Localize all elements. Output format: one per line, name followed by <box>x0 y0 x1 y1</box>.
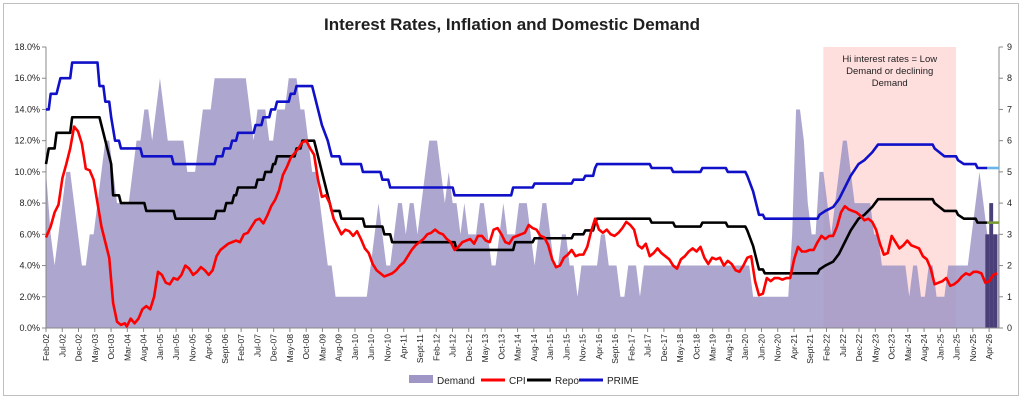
y-right-tick-label: 7 <box>1007 104 1012 114</box>
demand-latest-bar <box>989 203 994 328</box>
y-right-tick-label: 0 <box>1007 323 1012 333</box>
x-tick-label: Mar-24 <box>903 334 913 361</box>
x-tick-label: Jun-15 <box>561 334 571 360</box>
x-tick-label: Aug-04 <box>139 334 149 362</box>
x-tick-label: Sept-06 <box>220 334 230 364</box>
y-left-tick-label: 16.0% <box>14 73 40 83</box>
legend-label-demand: Demand <box>437 376 475 387</box>
x-tick-label: Feb-17 <box>626 334 636 361</box>
x-tick-label: Jan-15 <box>545 334 555 360</box>
y-right-tick-label: 1 <box>1007 292 1012 302</box>
x-tick-label: Dec-07 <box>269 334 279 362</box>
x-tick-label: Jun-10 <box>366 334 376 360</box>
chart-frame <box>3 3 1019 396</box>
x-tick-label: Jul-17 <box>643 334 653 357</box>
y-left-tick-label: 10.0% <box>14 167 40 177</box>
x-tick-label: Feb-22 <box>822 334 832 361</box>
x-tick-label: Jun-05 <box>171 334 181 360</box>
x-tick-label: Jan-25 <box>935 334 945 360</box>
y-right-tick-label: 3 <box>1007 229 1012 239</box>
x-tick-label: Aug-09 <box>334 334 344 362</box>
x-tick-label: Apr-06 <box>204 334 214 360</box>
x-tick-label: May-18 <box>675 334 685 363</box>
y-left-tick-label: 4.0% <box>19 261 40 271</box>
y-left-tick-label: 18.0% <box>14 42 40 52</box>
x-tick-label: May-13 <box>480 334 490 363</box>
x-tick-label: Mar-14 <box>513 334 523 361</box>
x-tick-label: Oct-18 <box>691 334 701 360</box>
x-tick-label: Jan-10 <box>350 334 360 360</box>
repo-line <box>44 115 988 275</box>
y-left-tick-label: 14.0% <box>14 104 40 114</box>
x-tick-label: Jun-25 <box>952 334 962 360</box>
y-right-tick-label: 2 <box>1007 261 1012 271</box>
x-tick-label: Sept-16 <box>610 334 620 364</box>
legend-swatch-demand <box>409 375 433 383</box>
x-tick-label: Mar-04 <box>122 334 132 361</box>
x-tick-label: Jul-02 <box>57 334 67 357</box>
y-left-tick-label: 0.0% <box>19 323 40 333</box>
y-right-tick-label: 6 <box>1007 136 1012 146</box>
x-tick-label: Sept-21 <box>805 334 815 364</box>
x-tick-label: Oct-23 <box>887 334 897 360</box>
demand-latest-bar <box>993 234 998 328</box>
x-tick-label: Oct-08 <box>301 334 311 360</box>
x-tick-label: Aug-19 <box>724 334 734 362</box>
x-tick-label: Jan-20 <box>740 334 750 360</box>
x-tick-label: May-08 <box>285 334 295 363</box>
cpi-line <box>44 125 998 328</box>
legend-label-cpi: CPI <box>509 376 526 387</box>
x-tick-label: Mar-19 <box>708 334 718 361</box>
x-tick-label: Jul-12 <box>448 334 458 357</box>
annotation-text: Hi interest rates = Low <box>842 54 937 65</box>
x-tick-label: Nov-15 <box>578 334 588 362</box>
x-tick-label: May-03 <box>90 334 100 363</box>
x-tick-label: Sept-11 <box>415 334 425 363</box>
x-tick-label: Aug-14 <box>529 334 539 362</box>
legend-label-prime: PRIME <box>607 376 639 387</box>
x-tick-label: Nov-10 <box>382 334 392 362</box>
x-tick-label: Apr-26 <box>984 334 994 360</box>
x-tick-label: Dec-12 <box>464 334 474 362</box>
x-tick-label: Feb-07 <box>236 334 246 361</box>
x-tick-label: Dec-22 <box>854 334 864 362</box>
y-left-tick-label: 6.0% <box>19 229 40 239</box>
legend-label-repo: Repo <box>555 376 579 387</box>
y-left-tick-label: 2.0% <box>19 292 40 302</box>
x-tick-label: Jul-22 <box>838 334 848 357</box>
annotation-text: Demand <box>872 78 908 89</box>
x-tick-label: Dec-02 <box>74 334 84 362</box>
x-tick-label: Apr-11 <box>399 334 409 359</box>
x-tick-label: Jun-20 <box>756 334 766 360</box>
y-right-tick-label: 9 <box>1007 42 1012 52</box>
demand-area <box>46 78 999 328</box>
x-tick-label: May-23 <box>870 334 880 363</box>
x-tick-label: Dec-17 <box>659 334 669 362</box>
annotation-text: Demand or declining <box>846 66 933 77</box>
x-tick-label: Apr-21 <box>789 334 799 360</box>
x-tick-label: Nov-20 <box>773 334 783 362</box>
x-tick-label: Apr-16 <box>594 334 604 360</box>
y-left-tick-label: 8.0% <box>19 198 40 208</box>
x-tick-label: Feb-02 <box>41 334 51 361</box>
x-tick-label: Nov-05 <box>187 334 197 362</box>
prime-line <box>46 61 988 221</box>
y-left-tick-label: 12.0% <box>14 136 40 146</box>
x-tick-label: Feb-12 <box>431 334 441 361</box>
x-tick-label: Oct-03 <box>106 334 116 360</box>
x-tick-label: Jul-07 <box>252 334 262 357</box>
y-right-tick-label: 4 <box>1007 198 1012 208</box>
y-right-tick-label: 8 <box>1007 73 1012 83</box>
y-right-tick-label: 5 <box>1007 167 1012 177</box>
x-tick-label: Oct-13 <box>496 334 506 360</box>
x-tick-label: Nov-25 <box>968 334 978 362</box>
x-tick-label: Mar-09 <box>317 334 327 361</box>
chart-title: Interest Rates, Inflation and Domestic D… <box>324 15 700 34</box>
x-tick-label: Jan-05 <box>155 334 165 360</box>
x-tick-label: Aug-24 <box>919 334 929 362</box>
